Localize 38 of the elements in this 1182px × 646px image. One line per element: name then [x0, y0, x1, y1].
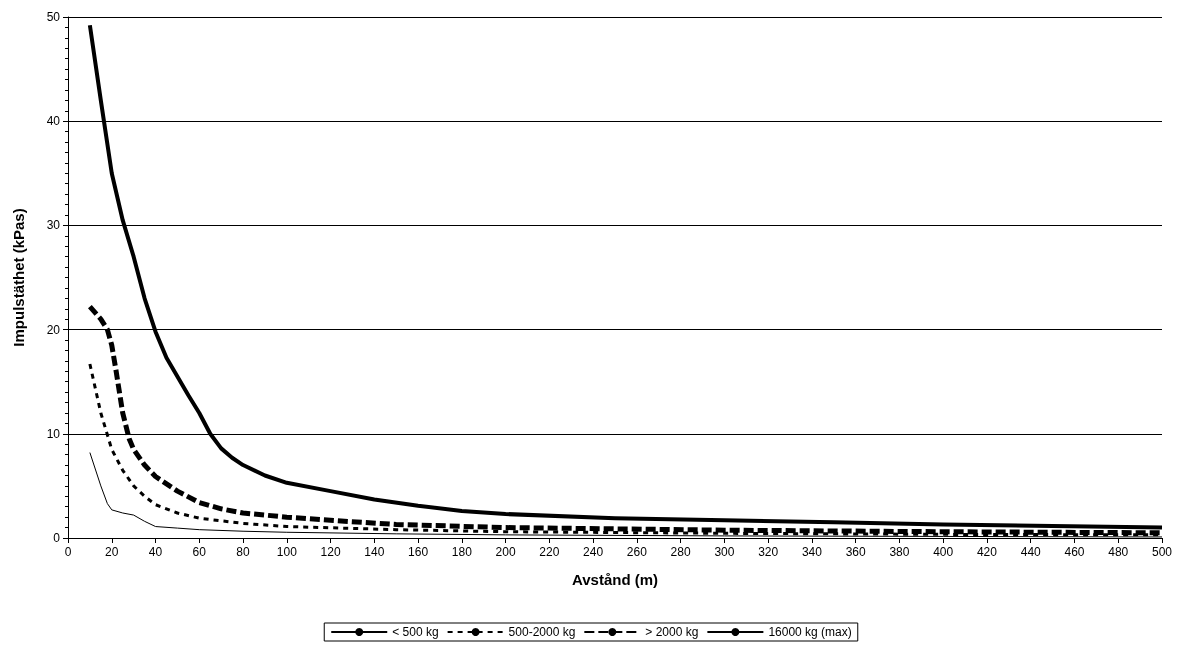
legend-label: > 2000 kg [645, 625, 699, 639]
x-tick-label: 140 [364, 545, 385, 559]
x-tick-label: 20 [105, 545, 119, 559]
y-tick-label: 20 [46, 322, 61, 337]
y-axis-title: Impulstäthet (kPas) [10, 208, 27, 347]
x-tick-label: 320 [758, 545, 779, 559]
x-tick-label: 300 [714, 545, 735, 559]
x-tick-label: 40 [148, 545, 163, 559]
x-tick-label: 120 [320, 545, 341, 559]
x-tick-label: 460 [1064, 545, 1085, 559]
y-tick-label: 50 [46, 10, 61, 24]
x-tick-label: 480 [1108, 545, 1129, 559]
x-tick-label: 360 [845, 545, 867, 559]
x-tick-label: 260 [626, 545, 648, 559]
x-tick-label: 200 [495, 545, 516, 559]
y-tick-label: 40 [46, 114, 61, 129]
x-tick-label: 340 [801, 545, 823, 559]
x-tick-label: 400 [933, 545, 954, 559]
legend-label: 16000 kg (max) [768, 625, 852, 639]
legend-label: < 500 kg [392, 625, 439, 639]
x-tick-label: 440 [1020, 545, 1042, 559]
x-tick-label: 380 [889, 545, 910, 559]
x-tick-label: 240 [583, 545, 604, 559]
x-tick-label: 100 [276, 545, 298, 559]
x-tick-label: 220 [539, 545, 560, 559]
x-tick-label: 280 [670, 545, 691, 559]
x-tick-label: 420 [976, 545, 998, 559]
x-tick-label: 180 [451, 545, 473, 559]
x-tick-label: 0 [64, 545, 72, 559]
y-tick-label: 0 [53, 531, 61, 545]
x-tick-label: 160 [408, 545, 429, 559]
x-axis-title: Avstånd (m) [571, 571, 659, 588]
x-tick-label: 80 [236, 545, 251, 559]
legend-label: 500-2000 kg [508, 625, 576, 639]
x-tick-label: 60 [192, 545, 207, 559]
y-tick-label: 10 [46, 426, 61, 441]
y-tick-label: 30 [46, 218, 61, 233]
x-tick-label: 500 [1151, 545, 1173, 559]
